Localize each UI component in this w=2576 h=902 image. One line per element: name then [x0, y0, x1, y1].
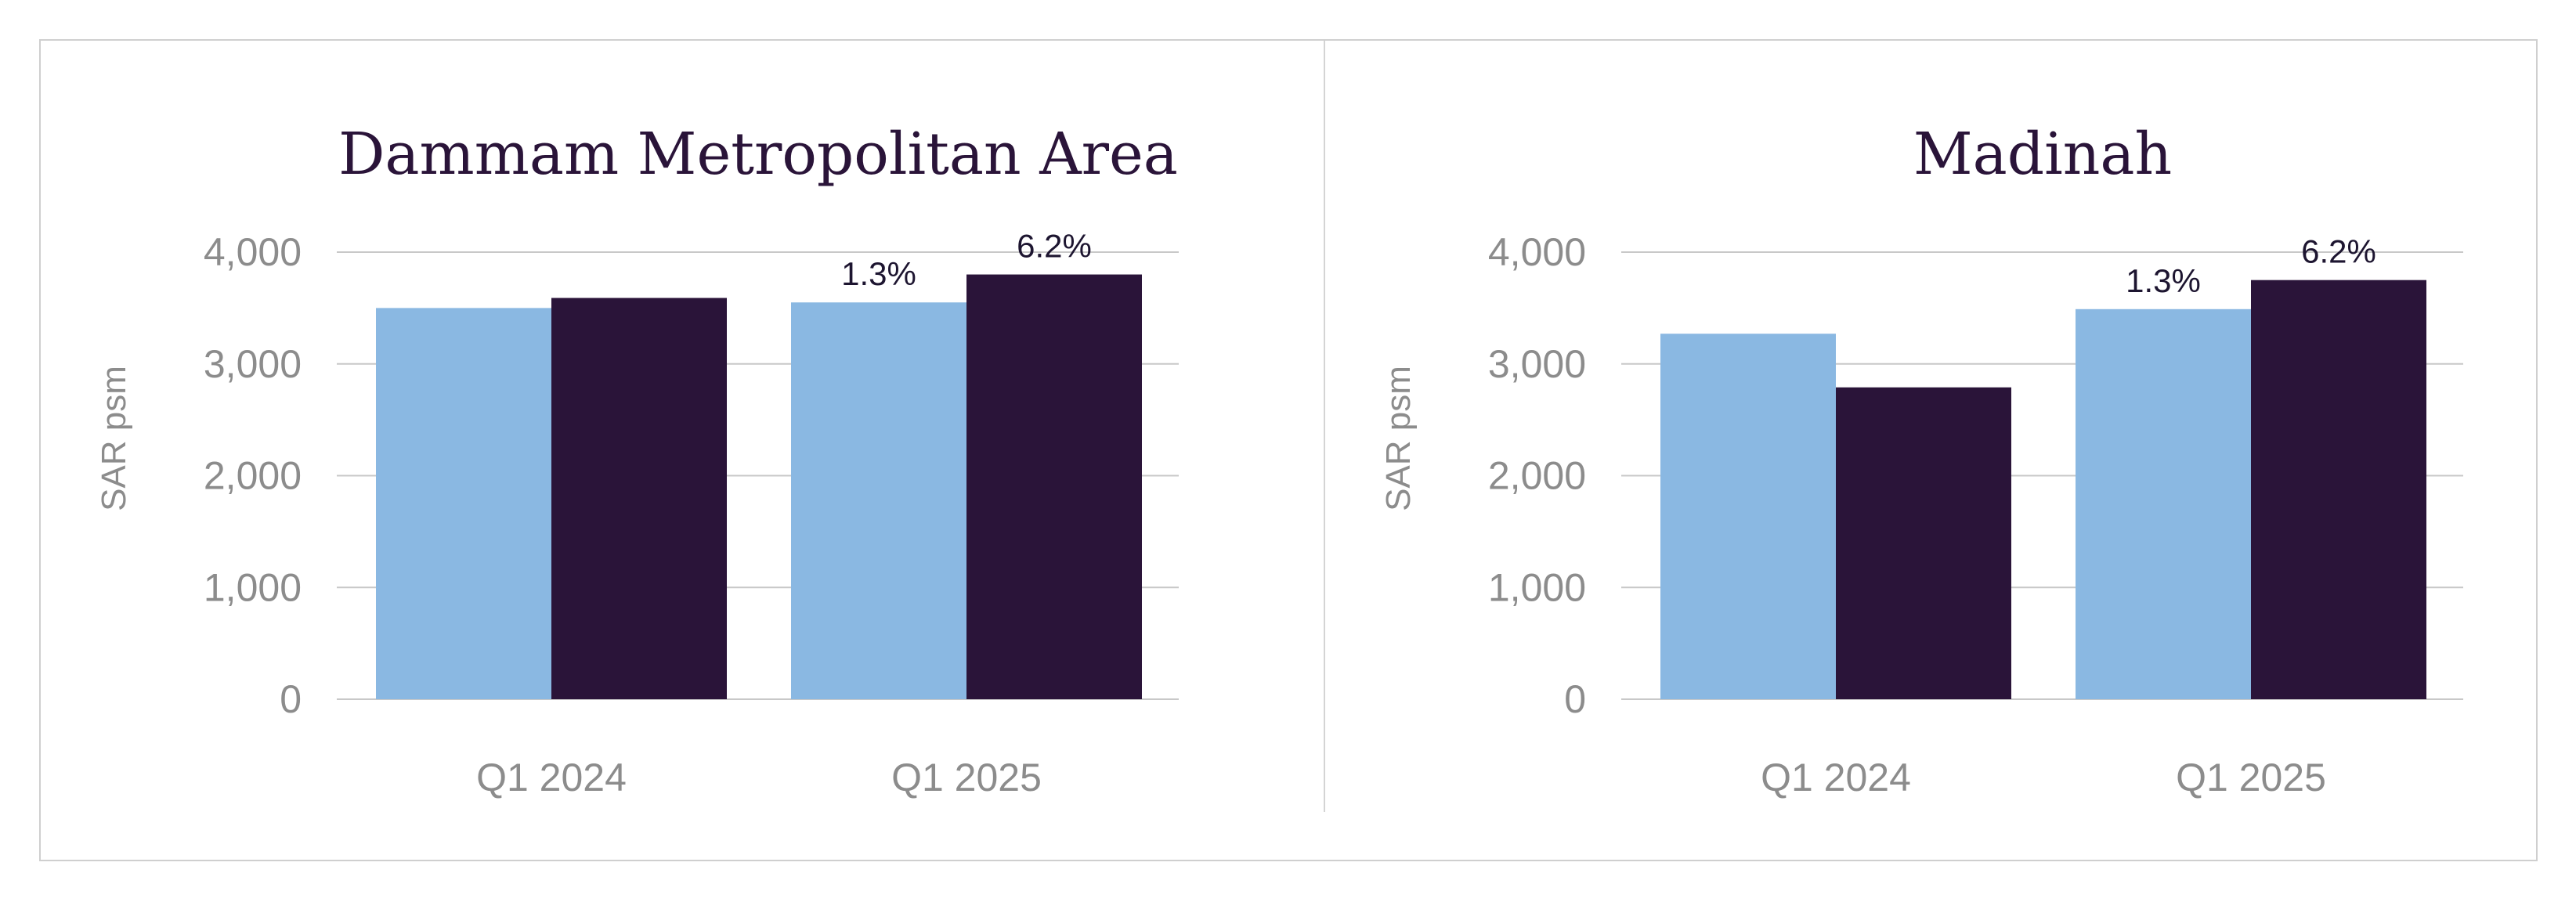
y-tick-label: 0 — [1564, 677, 1586, 721]
y-axis-label: SAR psm — [1379, 366, 1418, 511]
data-label: 6.2% — [1017, 228, 1092, 265]
x-category-label: Q1 2025 — [891, 756, 1042, 799]
chart-title: Madinah — [1913, 121, 2172, 188]
data-label: 6.2% — [2301, 233, 2376, 270]
y-tick-label: 4,000 — [1488, 230, 1586, 274]
data-label: 1.3% — [2126, 262, 2201, 299]
y-tick-label: 4,000 — [204, 230, 302, 274]
bar-1-q1-2024 — [1660, 334, 1836, 699]
data-label: 1.3% — [841, 255, 916, 292]
chart-title: Dammam Metropolitan Area — [338, 121, 1178, 188]
y-tick-label: 3,000 — [204, 342, 302, 386]
y-tick-label: 2,000 — [204, 454, 302, 498]
bar-2-q1-2025 — [2251, 280, 2426, 699]
y-tick-label: 1,000 — [204, 565, 302, 609]
chart-dammam: Dammam Metropolitan Area 0 1,000 2,000 3,000… — [95, 121, 1179, 799]
bar-2-q1-2025 — [966, 274, 1142, 699]
y-tick-label: 2,000 — [1488, 454, 1586, 498]
x-category-label: Q1 2025 — [2176, 756, 2326, 799]
bar-2-q1-2024 — [1836, 387, 2011, 699]
chart-madinah: Madinah 0 1,000 2,000 3,000 4,000 SAR psm Q1 20… — [1379, 121, 2463, 799]
bar-1-q1-2024 — [376, 308, 551, 699]
bar-2-q1-2024 — [551, 298, 727, 700]
x-category-label: Q1 2024 — [476, 756, 627, 799]
y-axis-label: SAR psm — [95, 366, 133, 511]
x-category-label: Q1 2024 — [1761, 756, 1911, 799]
y-tick-label: 0 — [280, 677, 302, 721]
y-tick-label: 3,000 — [1488, 342, 1586, 386]
bar-1-q1-2025 — [791, 302, 966, 699]
y-tick-label: 1,000 — [1488, 565, 1586, 609]
chart-divider — [1324, 41, 1325, 812]
chart-frame — [39, 39, 2538, 861]
bar-1-q1-2025 — [2076, 308, 2251, 699]
